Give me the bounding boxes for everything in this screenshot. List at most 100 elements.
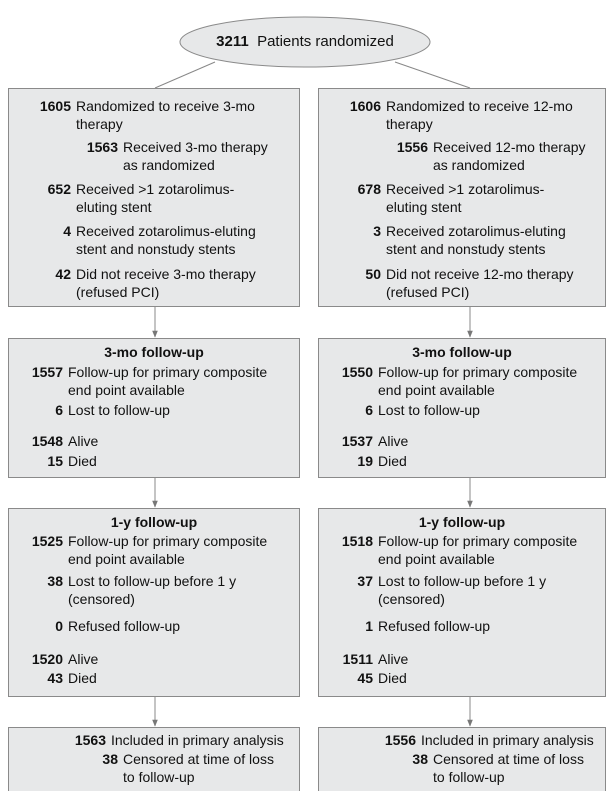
text-line: as randomized [123, 157, 215, 173]
text-line: (censored) [68, 591, 135, 607]
text-line: end point available [378, 382, 495, 398]
count: 1557 [31, 364, 63, 380]
text-line: Follow-up for primary composite [378, 533, 578, 549]
box: 1556 Included in primary analysis 38 Censor… [318, 727, 606, 791]
count: 43 [47, 670, 63, 686]
text-line: Alive [378, 433, 409, 449]
box: 1-y follow-up 1525 Follow-up for primary c… [8, 508, 300, 697]
connector [394, 61, 471, 89]
text-line: Randomized to receive 12-mo [386, 98, 573, 114]
box: 1606 Randomized to receive 12-mo therapy 15… [318, 88, 606, 307]
box: 1605 Randomized to receive 3-mo therapy 156… [8, 88, 300, 307]
text-line: Follow-up for primary composite [68, 364, 268, 380]
count: 50 [365, 266, 381, 282]
count: 1537 [341, 433, 373, 449]
text-line: Alive [378, 651, 409, 667]
text-line: Died [68, 453, 97, 469]
count: 19 [357, 453, 373, 469]
text-line: (censored) [378, 591, 445, 607]
count: 0 [55, 618, 63, 634]
start-node [179, 16, 431, 68]
text-line: Lost to follow-up before 1 y [378, 573, 547, 589]
text-line: Died [378, 453, 407, 469]
count: 1563 [74, 732, 106, 748]
count: 678 [357, 181, 381, 197]
count: 3 [373, 223, 381, 239]
count: 1605 [39, 98, 71, 114]
text-line: Did not receive 12-mo therapy [386, 266, 574, 282]
heading: 1-y follow-up [418, 514, 506, 530]
text-line: Received >1 zotarolimus- [386, 181, 545, 197]
text-line: end point available [378, 551, 495, 567]
label: Patients randomized [257, 33, 394, 50]
count: 6 [55, 402, 63, 418]
text-line: Received zotarolimus-eluting [76, 223, 256, 239]
count: 42 [55, 266, 71, 282]
count: 1556 [396, 139, 428, 155]
text-line: Received zotarolimus-eluting [386, 223, 566, 239]
text-line: Refused follow-up [68, 618, 181, 634]
count: 45 [357, 670, 373, 686]
text-line: to follow-up [433, 769, 505, 785]
text-line: end point available [68, 382, 185, 398]
connector [154, 61, 216, 89]
text-line: Died [68, 670, 97, 686]
text-line: Alive [68, 433, 99, 449]
count: 1550 [341, 364, 373, 380]
count: 6 [365, 402, 373, 418]
text-line: Follow-up for primary composite [68, 533, 268, 549]
text-line: (refused PCI) [386, 284, 470, 300]
text-line: (refused PCI) [76, 284, 160, 300]
text-line: stent and nonstudy stents [76, 241, 236, 257]
heading: 1-y follow-up [110, 514, 198, 530]
text-line: Included in primary analysis [421, 732, 594, 748]
text-line: Included in primary analysis [111, 732, 284, 748]
count: 38 [47, 573, 63, 589]
count: 1525 [31, 533, 63, 549]
count: 1520 [31, 651, 63, 667]
box: 1563 Included in primary analysis 38 Censor… [8, 727, 300, 791]
count: 1556 [384, 732, 416, 748]
box: 3-mo follow-up 1550 Follow-up for primary … [318, 338, 606, 478]
text-line: Censored at time of loss [123, 751, 274, 767]
heading: 3-mo follow-up [412, 344, 512, 360]
text-line: Lost to follow-up before 1 y [68, 573, 237, 589]
text-line: end point available [68, 551, 185, 567]
box: 1-y follow-up 1518 Follow-up for primary c… [318, 508, 606, 697]
text-line: therapy [386, 116, 433, 132]
text-line: therapy [76, 116, 123, 132]
count: 1548 [31, 433, 63, 449]
text-line: Received >1 zotarolimus- [76, 181, 235, 197]
count: 4 [63, 223, 71, 239]
count: 652 [47, 181, 71, 197]
text-line: Follow-up for primary composite [378, 364, 578, 380]
text-line: Censored at time of loss [433, 751, 584, 767]
count: 38 [102, 751, 118, 767]
box: 3-mo follow-up 1557 Follow-up for primary … [8, 338, 300, 478]
text-line: Alive [68, 651, 99, 667]
text-line: Received 12-mo therapy [433, 139, 586, 155]
count: 3211 [216, 33, 249, 50]
count: 1563 [86, 139, 118, 155]
count: 1606 [349, 98, 381, 114]
count: 38 [412, 751, 428, 767]
text-line: to follow-up [123, 769, 195, 785]
count: 1 [365, 618, 373, 634]
text-line: Did not receive 3-mo therapy [76, 266, 256, 282]
count: 37 [357, 573, 373, 589]
text-line: as randomized [433, 157, 525, 173]
heading: 3-mo follow-up [104, 344, 204, 360]
text-line: Refused follow-up [378, 618, 491, 634]
count: 1511 [342, 651, 373, 667]
text-line: eluting stent [386, 199, 462, 215]
start-label: 3211 Patients randomized [180, 17, 430, 67]
text-line: Received 3-mo therapy [123, 139, 268, 155]
text-line: Lost to follow-up [378, 402, 480, 418]
text-line: Lost to follow-up [68, 402, 170, 418]
text-line: eluting stent [76, 199, 152, 215]
count: 15 [47, 453, 63, 469]
text-line: stent and nonstudy stents [386, 241, 546, 257]
